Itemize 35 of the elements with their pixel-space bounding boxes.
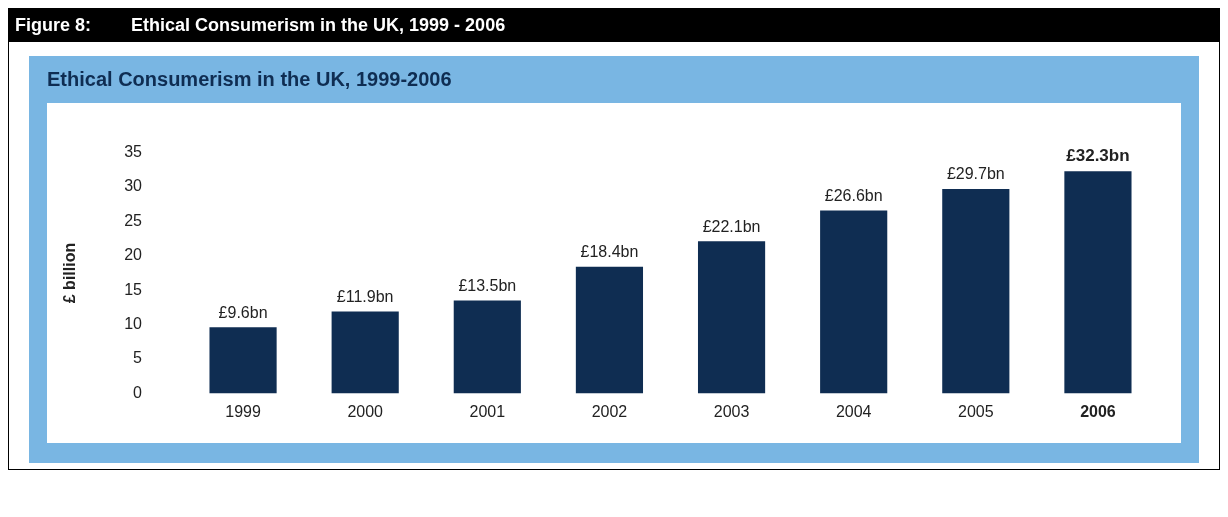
data-label: £26.6bn — [824, 186, 883, 204]
y-axis-title: £ billion — [61, 242, 79, 304]
bar — [453, 300, 521, 394]
x-tick-label: 1999 — [225, 403, 261, 421]
y-tick-label: 0 — [133, 383, 143, 401]
x-tick-label: 2005 — [958, 403, 994, 421]
y-tick-label: 30 — [124, 177, 143, 195]
data-label: £11.9bn — [336, 287, 394, 305]
bar — [697, 241, 766, 394]
x-tick-label: 2006 — [1080, 403, 1116, 421]
bar — [1064, 171, 1132, 394]
y-tick-label: 35 — [124, 143, 143, 161]
data-label: £29.7bn — [946, 165, 1005, 183]
bar — [331, 311, 399, 394]
x-tick-label: 2000 — [347, 403, 384, 421]
data-label: £18.4bn — [580, 243, 639, 261]
data-label: £13.5bn — [458, 276, 517, 294]
x-tick-label: 2002 — [591, 403, 628, 421]
bar — [209, 327, 277, 394]
bar — [942, 189, 1010, 394]
chart-title: Figure 8: Ethical Consumerism in the UK, 1999 - 2006 — [9, 9, 1219, 42]
bar — [575, 266, 644, 394]
bar — [820, 210, 888, 394]
data-label: £32.3bn — [1066, 146, 1130, 166]
x-tick-label: 2001 — [469, 403, 506, 421]
y-tick-label: 15 — [124, 280, 143, 298]
chart-subtitle: Ethical Consumerism in the UK, 1999-2006 — [47, 68, 453, 91]
y-tick-label: 10 — [124, 315, 143, 333]
data-label: £22.1bn — [702, 217, 761, 235]
y-tick-label: 5 — [133, 349, 143, 367]
y-tick-label: 20 — [124, 246, 143, 264]
y-tick-label: 25 — [124, 211, 143, 229]
x-tick-label: 2004 — [835, 403, 872, 421]
data-label: £9.6bn — [218, 303, 268, 321]
x-tick-label: 2003 — [713, 403, 750, 421]
